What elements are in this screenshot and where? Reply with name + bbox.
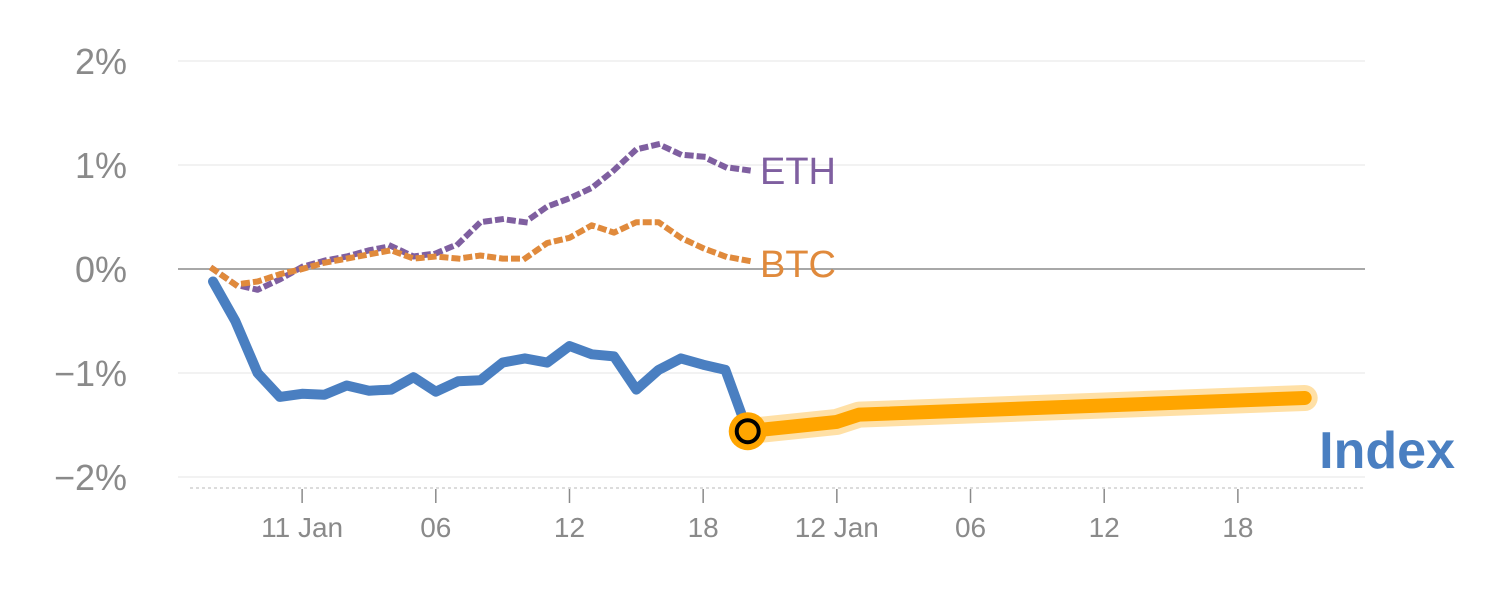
x-tick-label: 18 — [1222, 512, 1253, 543]
x-tick-label: 18 — [688, 512, 719, 543]
btc-series-label: BTC — [760, 244, 836, 286]
latest-point-halo — [728, 412, 767, 451]
btc-line — [208, 219, 752, 288]
eth-line — [208, 141, 752, 293]
y-tick-label: −2% — [54, 457, 127, 498]
eth-series-label: ETH — [760, 151, 836, 193]
latest-point-marker — [734, 418, 761, 445]
x-tick-label: 11 Jan — [261, 512, 343, 543]
x-tick-label: 06 — [955, 512, 986, 543]
y-tick-label: 2% — [75, 41, 127, 82]
series-layer — [208, 141, 1318, 445]
x-tick-label: 06 — [420, 512, 451, 543]
x-tick-label: 12 — [554, 512, 585, 543]
index-series-label: Index — [1319, 422, 1455, 480]
index-forecast-line — [740, 391, 1312, 439]
x-tick-label: 12 — [1089, 512, 1120, 543]
y-tick-label: 0% — [75, 249, 127, 290]
labels-layer: ETH BTC Index — [760, 151, 1455, 480]
index-line — [208, 276, 753, 437]
x-tick-label: 12 Jan — [795, 512, 879, 543]
y-tick-label: −1% — [54, 353, 127, 394]
marker-layer — [728, 412, 767, 451]
grid-lines: 2% 1% 0% −1% −2% — [54, 41, 1365, 498]
y-tick-label: 1% — [75, 145, 127, 186]
x-axis: 11 Jan 06 12 18 12 Jan 06 12 18 — [190, 487, 1365, 543]
